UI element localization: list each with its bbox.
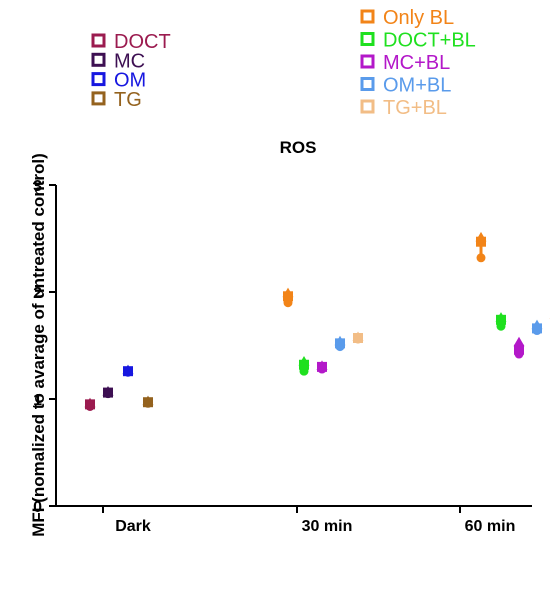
legend-swatch [91,91,106,106]
data-point [122,364,134,375]
data-point [334,335,346,346]
y-tick-label: 3 [33,178,42,195]
data-point [282,287,294,298]
data-points [84,231,550,411]
x-tick-label: 30 min [302,518,353,535]
legend-swatch [360,9,375,24]
data-point [316,360,328,370]
legend-label: TG+BL [383,97,447,119]
data-point [84,397,96,408]
legend-label: DOCT [114,31,171,53]
legend-swatch [360,77,375,91]
chart-title: ROS [280,138,317,157]
data-point [352,331,364,341]
data-point [495,312,507,322]
legend-label: DOCT+BL [383,30,476,52]
legend-label: Only BL [383,7,454,29]
data-point [514,344,524,355]
y-tick-label: 0 [33,499,42,516]
data-point [475,231,487,242]
legend-swatch [91,52,106,67]
data-point [476,253,486,263]
y-tick-label: 2 [33,285,42,302]
legend-swatch [360,32,375,46]
data-point [142,395,154,406]
legend-label: OM [114,70,146,92]
legend-label: MC+BL [383,52,450,74]
legend-swatch [91,33,106,48]
data-point [102,386,114,396]
data-point [298,356,310,366]
data-point [531,319,543,330]
legend-label: MC [114,50,145,72]
data-point [476,236,486,247]
x-ticks: Dark 30 min 60 min [102,506,516,535]
y-ticks: 0 1 2 3 [33,178,56,516]
legend-swatch [91,72,106,87]
data-point [513,336,525,347]
legend-label: OM+BL [383,75,451,97]
y-tick-label: 1 [33,392,42,409]
x-tick-label: 60 min [465,518,516,535]
y-axis-label: MFI (nomalized to avarage of untreated c… [29,153,48,536]
legend-swatch [360,54,375,69]
legend-label: TG [114,89,142,111]
legend-swatch [360,99,375,114]
x-tick-label: Dark [115,518,151,535]
